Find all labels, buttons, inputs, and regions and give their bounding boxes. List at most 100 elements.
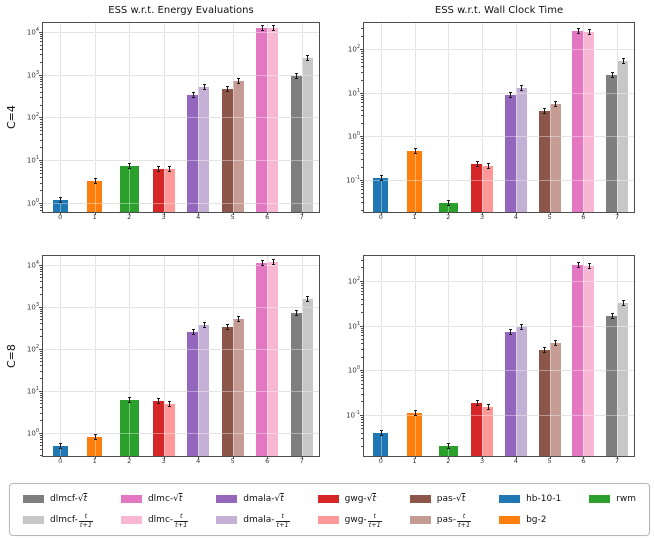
- y-gridline-overlay: [364, 49, 634, 51]
- bar-dlmc-frac: [267, 28, 279, 212]
- y-minor-tick: [40, 54, 42, 56]
- y-minor-tick: [361, 372, 363, 374]
- bar-dlmcf-sqrt: [290, 75, 302, 212]
- y-minor-tick: [40, 355, 42, 357]
- y-minor-tick: [40, 454, 42, 456]
- x-gridline-overlay: [482, 256, 484, 456]
- y-gridline-overlay: [364, 179, 634, 181]
- bar-dmala-frac: [515, 87, 527, 212]
- bar-pas-frac: [232, 318, 244, 456]
- y-tick: [360, 414, 363, 416]
- y-minor-tick: [40, 48, 42, 50]
- y-minor-tick: [40, 293, 42, 295]
- y-minor-tick: [40, 124, 42, 126]
- y-gridline: [43, 117, 319, 119]
- error-bar: [447, 199, 451, 206]
- x-tick: [232, 212, 234, 215]
- error-bar: [128, 397, 132, 404]
- fraction-t-over-t-plus-1: t t+1: [367, 512, 382, 529]
- y-tick-label: 10-1: [346, 174, 360, 184]
- bar-pas-sqrt: [538, 111, 550, 212]
- fraction-t-over-t-plus-1: t t+1: [78, 512, 93, 529]
- x-tick: [583, 212, 585, 215]
- y-minor-tick: [40, 121, 42, 123]
- error-bar: [576, 27, 580, 34]
- y-minor-tick: [40, 319, 42, 321]
- x-tick-label: 2: [446, 213, 451, 221]
- error-bar: [295, 310, 299, 317]
- y-minor-tick: [361, 99, 363, 101]
- y-tick: [39, 117, 42, 119]
- y-minor-tick: [361, 380, 363, 382]
- y-minor-tick: [40, 84, 42, 86]
- bar-pas-sqrt: [221, 326, 233, 456]
- bar-hb-10-1: [52, 445, 68, 456]
- y-tick-label: 101: [347, 320, 360, 330]
- y-tick-label: 102: [26, 112, 39, 122]
- x-tick: [515, 456, 517, 459]
- fraction-t-over-t-plus-1: t t+1: [174, 512, 189, 529]
- bar-gwg-frac: [482, 165, 494, 212]
- y-tick-label: 101: [26, 155, 39, 165]
- error-bar: [576, 261, 580, 268]
- error-bar: [157, 165, 161, 172]
- chart-title-energy: ESS w.r.t. Energy Evaluations: [108, 5, 254, 16]
- y-minor-tick: [361, 96, 363, 98]
- y-minor-tick: [361, 62, 363, 64]
- y-minor-tick: [361, 419, 363, 421]
- legend-swatch-dlmc-sqrt: [120, 494, 142, 503]
- bar-rwm: [438, 446, 458, 456]
- bar-dlmcf-sqrt: [290, 313, 302, 456]
- error-bar: [93, 433, 97, 440]
- bar-bg-2: [87, 436, 103, 456]
- y-gridline-overlay: [364, 136, 634, 138]
- y-minor-tick: [40, 38, 42, 40]
- error-bar: [202, 322, 206, 329]
- y-minor-tick: [40, 397, 42, 399]
- legend-item-bg-2: bg-2: [499, 515, 561, 525]
- error-bar: [379, 429, 383, 436]
- legend-swatch-dlmc-frac: [120, 516, 142, 525]
- x-gridline-overlay: [414, 256, 416, 456]
- y-minor-tick: [40, 350, 42, 352]
- x-tick-label: 3: [161, 213, 166, 221]
- y-minor-tick: [361, 153, 363, 155]
- error-bar: [168, 166, 172, 173]
- error-bar: [128, 163, 132, 170]
- y-minor-tick: [361, 138, 363, 140]
- x-gridline: [448, 23, 450, 212]
- legend-swatch-dmala-frac: [216, 516, 238, 525]
- y-minor-tick: [361, 202, 363, 204]
- y-gridline-overlay: [43, 348, 319, 350]
- y-tick-label: 102: [26, 343, 39, 353]
- y-minor-tick: [40, 394, 42, 396]
- x-gridline-overlay: [94, 23, 96, 212]
- x-tick-label: 3: [161, 457, 166, 465]
- y-minor-tick: [40, 162, 42, 164]
- y-minor-tick: [40, 378, 42, 380]
- sqrt-t-symbol: √ t: [366, 493, 376, 504]
- y-minor-tick: [361, 109, 363, 111]
- y-tick: [360, 136, 363, 138]
- x-tick: [267, 212, 269, 215]
- error-bar: [260, 259, 264, 266]
- error-bar: [509, 92, 513, 99]
- bar-hb-10-1: [52, 199, 68, 212]
- legend-label-hb-10-1: hb-10-1: [526, 493, 562, 504]
- error-bar: [226, 323, 230, 330]
- y-minor-tick: [361, 329, 363, 331]
- x-tick: [549, 212, 551, 215]
- y-minor-tick: [361, 312, 363, 314]
- y-minor-tick: [40, 91, 42, 93]
- y-minor-tick: [40, 361, 42, 363]
- legend-swatch-dlmcf-frac: [23, 516, 44, 525]
- legend-label-pas-frac: pas-t t+1: [436, 512, 472, 529]
- bar-pas-frac: [549, 342, 561, 456]
- x-tick-label: 4: [196, 457, 201, 465]
- x-tick-label: 4: [513, 213, 518, 221]
- y-minor-tick: [40, 166, 42, 168]
- y-minor-tick: [361, 58, 363, 60]
- legend-item-rwm: rwm: [589, 494, 636, 504]
- legend-label-gwg-sqrt: gwg- √ t: [344, 493, 376, 504]
- y-tick: [39, 264, 42, 266]
